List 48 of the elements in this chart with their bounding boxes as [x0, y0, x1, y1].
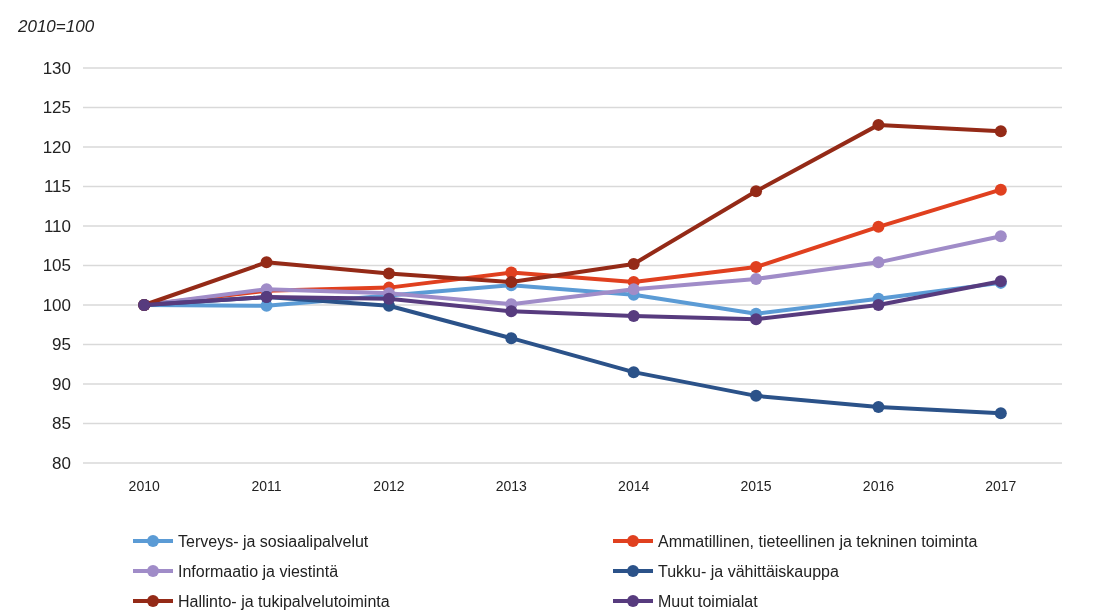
point [382, 267, 395, 280]
legend-label: Terveys- ja sosiaalipalvelut [178, 532, 369, 550]
legend-label: Informaatio ja viestintä [178, 562, 339, 580]
y-tick-label: 120 [42, 137, 71, 157]
y-tick-label: 85 [52, 414, 71, 434]
y-tick-label: 100 [42, 295, 71, 315]
point [260, 256, 273, 269]
x-tick-label: 2011 [251, 478, 282, 494]
y-tick-label: 130 [42, 58, 71, 78]
x-tick-label: 2013 [495, 478, 528, 494]
point [750, 313, 763, 326]
legend-label: Tukku- ja vähittäiskauppa [658, 562, 839, 580]
point [872, 220, 885, 233]
y-tick-label: 90 [52, 374, 71, 394]
x-tick-label: 2012 [373, 478, 405, 494]
point [627, 283, 640, 296]
point [994, 407, 1007, 420]
point [872, 118, 885, 131]
point [627, 310, 640, 323]
point [750, 272, 763, 285]
point [750, 185, 763, 198]
x-tick-label: 2010 [128, 478, 160, 494]
point [872, 400, 885, 413]
y-tick-label: 105 [42, 256, 71, 276]
y-axis-title: 2010=100 [17, 17, 95, 36]
point [872, 299, 885, 311]
y-tick-label: 125 [42, 98, 71, 118]
x-tick-label: 2015 [740, 478, 772, 494]
point [750, 261, 763, 274]
point [994, 125, 1007, 138]
y-tick-label: 110 [43, 216, 71, 236]
legend-label: Hallinto- ja tukipalvelutoiminta [178, 592, 390, 610]
legend-label: Ammatillinen, tieteellinen ja tekninen toiminta [658, 532, 978, 550]
x-tick-label: 2014 [618, 478, 650, 494]
y-tick-label: 95 [52, 335, 71, 355]
point [627, 257, 640, 270]
y-tick-label: 115 [43, 177, 71, 197]
point [994, 183, 1007, 196]
y-tick-label: 80 [52, 453, 71, 473]
point [994, 230, 1007, 243]
point [505, 305, 518, 318]
point [872, 256, 885, 269]
point [627, 366, 640, 379]
point [750, 389, 763, 402]
x-tick-label: 2016 [862, 478, 895, 494]
point [505, 332, 518, 345]
x-tick-label: 2017 [985, 478, 1017, 494]
legend-label: Muut toimialat [658, 592, 759, 610]
